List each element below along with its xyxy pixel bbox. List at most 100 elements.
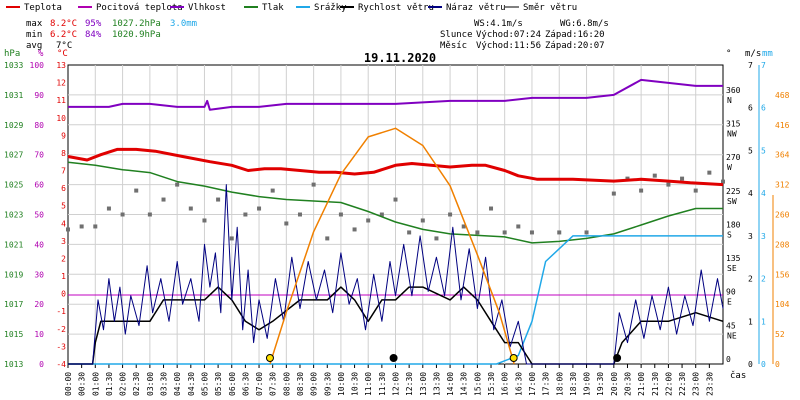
wind-dir-point [352, 227, 357, 232]
x-tick-label: 13:00 [419, 372, 428, 396]
stats-block: max 8.2°C 95% 1027.2hPa 3.0mm min 6.2°C … [26, 19, 609, 51]
y-tick-hpa: 1015 [4, 330, 23, 339]
y-tick-mm: 0 [761, 360, 766, 369]
y-tick-solar: 52 [775, 330, 785, 339]
wind-dir-point [202, 218, 207, 223]
wind-dir-point [134, 188, 139, 193]
wind-dir-point [216, 197, 221, 202]
y-tick-ms: 6 [748, 104, 753, 113]
wind-dir-point [243, 212, 248, 217]
y-tick-mm: 4 [761, 189, 766, 198]
wind-dir-point [448, 212, 453, 217]
legend-label: Pocitová teplota [96, 3, 183, 13]
y-tick-pct: 20 [34, 300, 44, 309]
y-tick-dir-deg: 315 [726, 120, 741, 129]
legend-label: Náraz větru [446, 3, 506, 13]
x-tick-label: 03:00 [146, 372, 155, 396]
wind-dir-point [652, 173, 657, 178]
stat-wg: WG:6.8m/s [560, 19, 609, 29]
unit-pct: % [38, 49, 44, 59]
wind-dir-point [366, 218, 371, 223]
y-tick-temp: 10 [56, 114, 66, 123]
stat-min-temp: 6.2°C [50, 30, 77, 40]
x-tick-label: 14:00 [446, 372, 455, 396]
series-line-n-raz-v-tru [68, 184, 724, 365]
y-tick-hpa: 1033 [4, 61, 23, 70]
wind-dir-point [475, 230, 480, 235]
x-tick-label: 01:00 [91, 372, 100, 396]
legend-label: Vlhkost [188, 3, 226, 13]
y-tick-temp: 5 [61, 202, 66, 211]
wind-dir-point [639, 188, 644, 193]
y-tick-hpa: 1031 [4, 91, 23, 100]
y-tick-dir-name: SW [727, 197, 737, 206]
y-tick-hpa: 1019 [4, 270, 23, 279]
y-tick-solar: 468 [775, 91, 790, 100]
y-axes: 1033103110291027102510231021101910171015… [4, 61, 790, 369]
x-tick-label: 05:30 [214, 372, 223, 396]
stat-max-label: max [26, 19, 43, 29]
y-tick-pct: 40 [34, 240, 44, 249]
y-tick-hpa: 1029 [4, 121, 23, 130]
stat-moonrise: Východ:11:56 [476, 41, 541, 51]
y-tick-pct: 80 [34, 121, 44, 130]
wind-dir-point [284, 221, 289, 226]
wind-dir-point [461, 224, 466, 229]
series-line-teplota [67, 147, 724, 187]
y-tick-solar: 312 [775, 181, 790, 190]
axis-units: hPa % °C ° m/s mm čas [4, 49, 773, 381]
unit-ms: m/s [745, 49, 761, 59]
y-tick-temp: -3 [56, 342, 66, 351]
x-axis: 00:00 00:30 01:00 01:30 02:00 02:30 03:00 03:30… [64, 364, 714, 396]
x-tick-label: 04:00 [173, 372, 182, 396]
wind-dir-point [434, 236, 439, 241]
y-tick-dir-name: NW [727, 130, 737, 139]
wind-dir-point [106, 206, 111, 211]
x-tick-label: 02:00 [119, 372, 128, 396]
stat-moon-label: Měsíc [440, 41, 467, 51]
x-tick-label: 08:30 [296, 372, 305, 396]
y-tick-solar: 416 [775, 121, 790, 130]
y-tick-pct: 30 [34, 270, 44, 279]
y-tick-temp: 7 [61, 167, 66, 176]
stat-max-hum: 95% [85, 19, 102, 29]
stat-max-press: 1027.2hPa [112, 19, 161, 29]
series-line-tlak [67, 161, 723, 244]
unit-deg: ° [726, 49, 731, 59]
wind-dir-point [557, 230, 562, 235]
x-tick-label: 17:00 [528, 372, 537, 396]
series-line-solar [269, 127, 515, 365]
y-tick-temp: 13 [56, 61, 66, 70]
sun-moon-markers [265, 354, 622, 362]
sunrise-marker [265, 354, 274, 362]
wind-dir-point [161, 197, 166, 202]
legend-label: Rychlost větru [358, 3, 434, 13]
chart-title: 19.11.2020 [364, 51, 436, 65]
wind-dir-point [188, 206, 193, 211]
unit-mm: mm [762, 49, 773, 59]
x-tick-label: 07:00 [255, 372, 264, 396]
y-tick-ms: 7 [748, 61, 753, 70]
wind-dir-point [529, 230, 534, 235]
x-tick-label: 18:30 [569, 372, 578, 396]
wind-dir-point [680, 176, 685, 181]
x-tick-label: 20:30 [623, 372, 632, 396]
series-line-vlhkost [68, 78, 723, 111]
wind-dir-point [120, 212, 125, 217]
y-tick-mm: 2 [761, 275, 766, 284]
y-tick-mm: 7 [761, 61, 766, 70]
legend-label: Směr větru [523, 3, 577, 13]
x-tick-label: 22:30 [678, 372, 687, 396]
legend-label: Tlak [262, 3, 284, 13]
legend: Teplota Pocitová teplota Vlhkost Tlak Srážky… [6, 3, 577, 13]
wind-dir-point [489, 206, 494, 211]
x-tick-label: 08:00 [282, 372, 291, 396]
y-tick-mm: 3 [761, 232, 766, 241]
y-tick-temp: 9 [61, 131, 66, 140]
wind-dir-point [147, 212, 152, 217]
stat-min-hum: 84% [85, 30, 102, 40]
stat-ws: WS:4.1m/s [474, 19, 523, 29]
y-tick-hpa: 1025 [4, 181, 23, 190]
y-tick-temp: 12 [56, 79, 66, 88]
